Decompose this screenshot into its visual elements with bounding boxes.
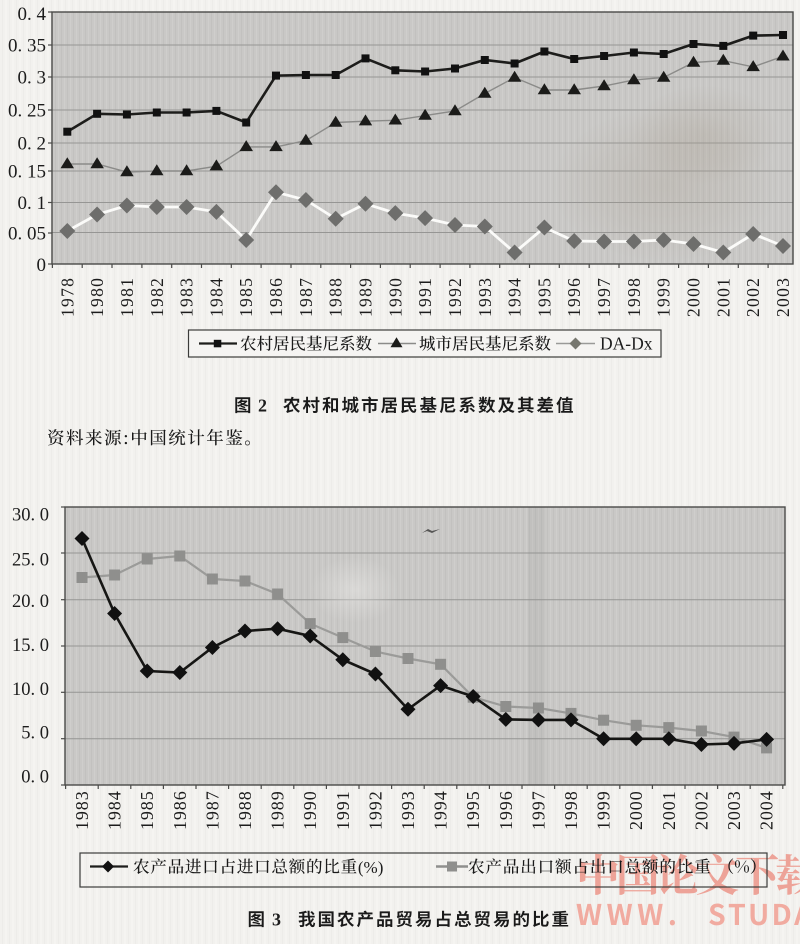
svg-text:1995: 1995 <box>463 790 483 830</box>
svg-text:2003: 2003 <box>773 277 793 317</box>
svg-text:2001: 2001 <box>659 790 679 830</box>
svg-text:0. 35: 0. 35 <box>8 36 46 57</box>
svg-text:0. 05: 0. 05 <box>8 224 46 245</box>
svg-text:1999: 1999 <box>594 790 614 830</box>
svg-text:0. 15: 0. 15 <box>8 162 46 183</box>
svg-text:1991: 1991 <box>415 277 435 317</box>
svg-text:1980: 1980 <box>87 277 107 317</box>
svg-text:1991: 1991 <box>333 790 353 830</box>
svg-text:1996: 1996 <box>564 277 584 317</box>
svg-text:0: 0 <box>37 255 47 276</box>
svg-text:2: 2 <box>258 396 267 416</box>
svg-text:1992: 1992 <box>365 790 385 830</box>
svg-text:1993: 1993 <box>475 277 495 317</box>
svg-text:1983: 1983 <box>72 790 92 830</box>
svg-text:15. 0: 15. 0 <box>12 636 49 656</box>
svg-text:(%): (%) <box>358 858 383 877</box>
svg-text:1983: 1983 <box>177 277 197 317</box>
svg-text:1994: 1994 <box>505 277 525 317</box>
svg-text:20. 0: 20. 0 <box>12 592 49 612</box>
svg-text:1984: 1984 <box>206 277 226 317</box>
svg-text:1981: 1981 <box>117 277 137 317</box>
svg-text:1986: 1986 <box>266 277 286 317</box>
svg-text:2000: 2000 <box>626 790 646 830</box>
svg-text:1985: 1985 <box>137 790 157 830</box>
svg-text:1993: 1993 <box>398 790 418 830</box>
svg-text:1997: 1997 <box>528 790 548 830</box>
svg-text:1996: 1996 <box>496 790 516 830</box>
svg-text:30. 0: 30. 0 <box>12 506 49 526</box>
svg-text:1988: 1988 <box>326 277 346 317</box>
svg-text:0. 3: 0. 3 <box>18 68 47 89</box>
svg-text:10. 0: 10. 0 <box>12 680 49 700</box>
svg-text:2004: 2004 <box>757 790 777 830</box>
svg-text:1989: 1989 <box>356 277 376 317</box>
svg-text:2000: 2000 <box>684 277 704 317</box>
svg-text:1982: 1982 <box>147 277 167 317</box>
svg-text:1994: 1994 <box>431 790 451 830</box>
svg-text:2001: 2001 <box>713 277 733 317</box>
svg-text:1986: 1986 <box>170 790 190 830</box>
svg-text:1987: 1987 <box>296 277 316 317</box>
svg-text:2002: 2002 <box>691 790 711 830</box>
svg-text:25. 0: 25. 0 <box>12 551 49 571</box>
svg-text:1990: 1990 <box>385 277 405 317</box>
svg-text:0. 4: 0. 4 <box>18 4 47 25</box>
svg-text:1995: 1995 <box>534 277 554 317</box>
svg-text:0. 1: 0. 1 <box>18 193 47 214</box>
svg-text:0. 25: 0. 25 <box>8 101 46 122</box>
svg-text:1984: 1984 <box>105 790 125 830</box>
svg-text:1998: 1998 <box>624 277 644 317</box>
svg-text:1988: 1988 <box>235 790 255 830</box>
svg-text:2002: 2002 <box>743 277 763 317</box>
svg-text:0. 2: 0. 2 <box>18 134 47 155</box>
svg-text:5. 0: 5. 0 <box>21 723 49 743</box>
svg-text:1992: 1992 <box>445 277 465 317</box>
svg-text:1987: 1987 <box>202 790 222 830</box>
svg-text:DA-Dx: DA-Dx <box>600 334 653 354</box>
svg-text:0. 0: 0. 0 <box>21 768 49 788</box>
svg-text:1997: 1997 <box>594 277 614 317</box>
svg-text:1998: 1998 <box>561 790 581 830</box>
svg-text:1978: 1978 <box>57 277 77 317</box>
svg-text:2003: 2003 <box>724 790 744 830</box>
svg-text:1989: 1989 <box>268 790 288 830</box>
svg-text:1990: 1990 <box>300 790 320 830</box>
svg-text:1999: 1999 <box>654 277 674 317</box>
svg-text:3: 3 <box>272 910 281 930</box>
svg-text:1985: 1985 <box>236 277 256 317</box>
